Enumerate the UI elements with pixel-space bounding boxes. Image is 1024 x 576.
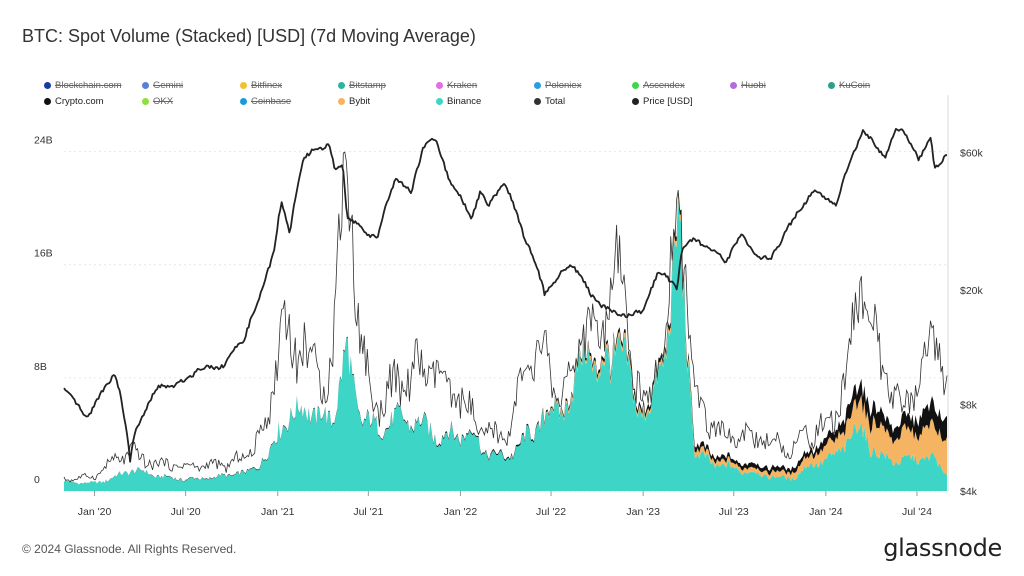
legend-swatch [436,98,443,105]
y-right-tick-0: $4k [960,486,978,498]
legend-item-binance[interactable]: Binance [436,96,534,107]
legend-label: Ascendex [643,80,685,91]
legend-swatch [240,82,247,89]
legend-swatch [534,82,541,89]
y-right-tick-1: $8k [960,399,978,411]
legend-label: Crypto.com [55,96,104,107]
legend-swatch [44,98,51,105]
legend-label: Gemini [153,80,184,91]
legend-swatch [632,98,639,105]
series-lines [63,128,948,483]
legend-item-price-usd[interactable]: Price [USD] [632,96,730,107]
legend-swatch [240,98,247,105]
legend-label: Binance [447,96,482,107]
legend-swatch [828,82,835,89]
legend-item-crypto-com[interactable]: Crypto.com [44,96,142,107]
y-right-tick-3: $60k [960,147,984,159]
y-left-tick-2: 16B [34,248,53,260]
legend-item-poloniex[interactable]: Poloniex [534,80,632,91]
legend: Blockchain.com Gemini Bitfinex Bitstamp Krak… [44,80,924,107]
legend-label: OKX [153,96,174,107]
legend-swatch [632,82,639,89]
legend-item-ascendex[interactable]: Ascendex [632,80,730,91]
legend-label: Kraken [447,80,478,91]
x-tick-8: Jan '24 [809,506,843,518]
legend-label: Blockchain.com [55,80,122,91]
legend-item-coinbase[interactable]: Coinbase [240,96,338,107]
legend-label: Price [USD] [643,96,693,107]
line-price-usd [63,128,948,463]
legend-item-bitstamp[interactable]: Bitstamp [338,80,436,91]
x-tick-5: Jul '22 [536,506,566,518]
legend-label: Huobi [741,80,766,91]
legend-item-blockchain-com[interactable]: Blockchain.com [44,80,142,91]
legend-swatch [730,82,737,89]
x-tick-0: Jan '20 [78,506,112,518]
copyright-footer: © 2024 Glassnode. All Rights Reserved. [22,542,237,556]
legend-label: KuCoin [839,80,871,91]
x-tick-3: Jul '21 [353,506,383,518]
y-left-tick-0: 0 [34,474,40,486]
legend-label: Bitfinex [251,80,283,91]
legend-item-huobi[interactable]: Huobi [730,80,828,91]
legend-swatch [142,82,149,89]
axes: 0 8B 16B 24B $4k $8k $20k $60k Jan '20 Jul '20 Jan… [34,135,984,518]
x-tick-4: Jan '22 [444,506,478,518]
legend-swatch [534,98,541,105]
legend-item-bybit[interactable]: Bybit [338,96,436,107]
y-left-tick-1: 8B [34,361,47,373]
legend-swatch [142,98,149,105]
legend-item-kraken[interactable]: Kraken [436,80,534,91]
stacked-areas [64,190,947,491]
legend-swatch [338,98,345,105]
legend-label: Total [545,96,566,107]
chart-title: BTC: Spot Volume (Stacked) [USD] (7d Mov… [22,26,476,46]
legend-label: Bybit [349,96,371,107]
line-total [63,151,948,483]
legend-label: Bitstamp [349,80,386,91]
x-tick-7: Jul '23 [719,506,749,518]
legend-swatch [338,82,345,89]
legend-item-kucoin[interactable]: KuCoin [828,80,926,91]
y-right-tick-2: $20k [960,285,984,297]
grid-lines [64,95,949,492]
y-left-tick-3: 24B [34,135,53,147]
x-tick-2: Jan '21 [261,506,295,518]
glassnode-logo[interactable]: glassnode [883,534,1002,562]
legend-item-okx[interactable]: OKX [142,96,240,107]
legend-swatch [436,82,443,89]
legend-item-bitfinex[interactable]: Bitfinex [240,80,338,91]
area-crypto-com [64,190,947,485]
legend-swatch [44,82,51,89]
area-binance [64,199,947,491]
legend-item-gemini[interactable]: Gemini [142,80,240,91]
x-tick-1: Jul '20 [171,506,201,518]
legend-label: Coinbase [251,96,292,107]
legend-item-total[interactable]: Total [534,96,632,107]
legend-label: Poloniex [545,80,582,91]
x-tick-6: Jan '23 [626,506,660,518]
x-tick-9: Jul '24 [902,506,932,518]
